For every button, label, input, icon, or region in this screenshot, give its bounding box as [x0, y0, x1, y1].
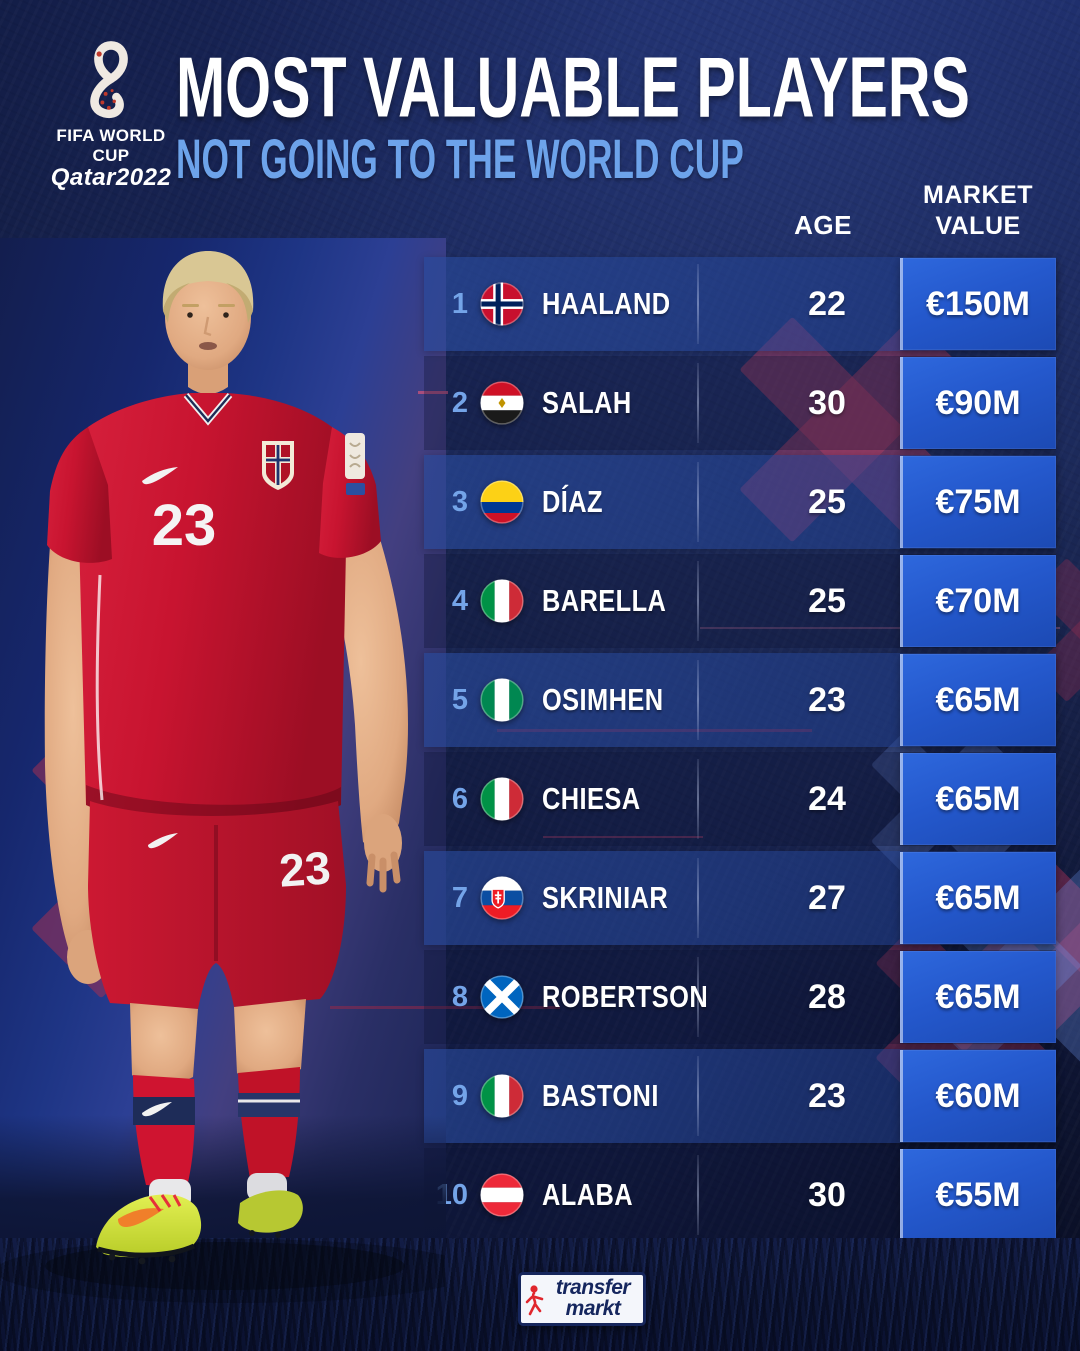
- rank-label: 7: [451, 882, 468, 914]
- transfermarkt-player-icon: [525, 1285, 544, 1316]
- player-name: HAALAND: [542, 286, 671, 321]
- market-value-cell: [900, 357, 1056, 449]
- column-divider: [697, 858, 699, 938]
- column-divider: [697, 363, 699, 443]
- column-divider: [697, 1056, 699, 1136]
- page-title: MOST VALUABLE PLAYERS: [176, 40, 970, 136]
- table-row: 4 BARELLA 25 €70M: [424, 554, 1056, 648]
- page-subtitle: NOT GOING TO THE WORLD CUP: [176, 127, 744, 190]
- rank-label: 4: [451, 585, 468, 617]
- market-value-cell: [900, 1050, 1056, 1142]
- fifa-world-cup-logo: FIFA WORLD CUP Qatar2022: [38, 40, 184, 192]
- market-value-cell: [900, 951, 1056, 1043]
- market-value-cell: [900, 852, 1056, 944]
- photo-backdrop: [0, 238, 446, 1258]
- austria-flag-icon: [480, 1173, 524, 1217]
- market-value-text: €65M: [935, 681, 1021, 719]
- column-divider: [697, 462, 699, 542]
- market-value-column-header: MARKET VALUE: [923, 181, 1033, 240]
- market-value-text: €90M: [935, 384, 1021, 422]
- age-value: 25: [808, 582, 846, 620]
- table-row: 5 OSIMHEN 23 €65M: [424, 653, 1056, 747]
- player-name: DÍAZ: [542, 484, 603, 519]
- table-row: 6 CHIESA 24 €65M: [424, 752, 1056, 846]
- italy-flag-icon: [480, 579, 524, 623]
- rank-label: 1: [451, 288, 468, 320]
- column-divider: [697, 660, 699, 740]
- transfermarkt-logo: transfer markt: [518, 1272, 646, 1326]
- player-name: BASTONI: [542, 1078, 659, 1113]
- table-row: 3 DÍAZ 25 €75M: [424, 455, 1056, 549]
- market-value-text: €150M: [926, 285, 1030, 323]
- column-divider: [697, 957, 699, 1037]
- rank-label: 8: [451, 981, 468, 1013]
- italy-flag-icon: [480, 777, 524, 821]
- player-name: BARELLA: [542, 583, 667, 618]
- brand-line-2: markt: [565, 1296, 621, 1320]
- slovakia-flag-icon: [480, 876, 524, 920]
- italy-flag-icon: [480, 1074, 524, 1118]
- age-value: 24: [808, 780, 846, 818]
- nigeria-flag-icon: [480, 678, 524, 722]
- age-value: 25: [808, 483, 846, 521]
- market-value-cell: [900, 654, 1056, 746]
- rank-label: 3: [451, 486, 468, 518]
- market-value-text: €65M: [935, 978, 1021, 1016]
- world-cup-emblem-icon: [90, 41, 128, 119]
- column-divider: [697, 561, 699, 641]
- age-value: 23: [808, 681, 846, 719]
- egypt-flag-icon: [480, 381, 524, 425]
- colombia-flag-icon: [480, 480, 524, 524]
- market-value-text: €65M: [935, 780, 1021, 818]
- table-row: 7 SKRINIAR 27 €65M: [424, 851, 1056, 945]
- market-value-cell: [900, 258, 1056, 350]
- player-name: ALABA: [542, 1177, 634, 1212]
- market-value-text: €65M: [935, 879, 1021, 917]
- age-value: 22: [808, 285, 846, 323]
- market-value-cell: [900, 555, 1056, 647]
- rank-label: 9: [451, 1080, 468, 1112]
- scotland-flag-icon: [480, 975, 524, 1019]
- age-value: 28: [808, 978, 846, 1016]
- market-value-text: €75M: [935, 483, 1021, 521]
- player-name: SALAH: [542, 385, 632, 420]
- column-divider: [697, 264, 699, 344]
- fifa-logo-text: FIFA WORLD CUP: [56, 126, 166, 165]
- age-value: 30: [808, 384, 846, 422]
- market-value-cell: [900, 1149, 1056, 1241]
- rank-label: 2: [451, 387, 468, 419]
- table-row: 10 ALABA 30 €55M: [424, 1148, 1056, 1242]
- table-rows: 1 HAALAND 22 €150M 2 SALAH 30 €90M 3 DÍA…: [424, 257, 1056, 1247]
- rank-label: 5: [451, 684, 468, 716]
- market-value-cell: [900, 753, 1056, 845]
- market-value-text: €70M: [935, 582, 1021, 620]
- market-value-text: €55M: [935, 1176, 1021, 1214]
- table-row: 8 ROBERTSON 28 €65M: [424, 950, 1056, 1044]
- brand-line-1: transfer: [555, 1276, 631, 1299]
- player-name: OSIMHEN: [542, 682, 664, 717]
- rank-label: 10: [435, 1179, 468, 1211]
- qatar-2022-text: Qatar2022: [50, 164, 172, 191]
- market-value-text: €60M: [935, 1077, 1021, 1115]
- column-divider: [697, 759, 699, 839]
- age-value: 30: [808, 1176, 846, 1214]
- player-name: CHIESA: [542, 781, 641, 816]
- table-row: 1 HAALAND 22 €150M: [424, 257, 1056, 351]
- rank-label: 6: [451, 783, 468, 815]
- norway-flag-icon: [480, 282, 524, 326]
- player-name: ROBERTSON: [542, 979, 709, 1014]
- age-column-header: AGE: [794, 210, 852, 240]
- market-value-cell: [900, 456, 1056, 548]
- table-row: 2 SALAH 30 €90M: [424, 356, 1056, 450]
- age-value: 27: [808, 879, 846, 917]
- column-divider: [697, 1155, 699, 1235]
- player-name: SKRINIAR: [542, 880, 669, 915]
- table-row: 9 BASTONI 23 €60M: [424, 1049, 1056, 1143]
- age-value: 23: [808, 1077, 846, 1115]
